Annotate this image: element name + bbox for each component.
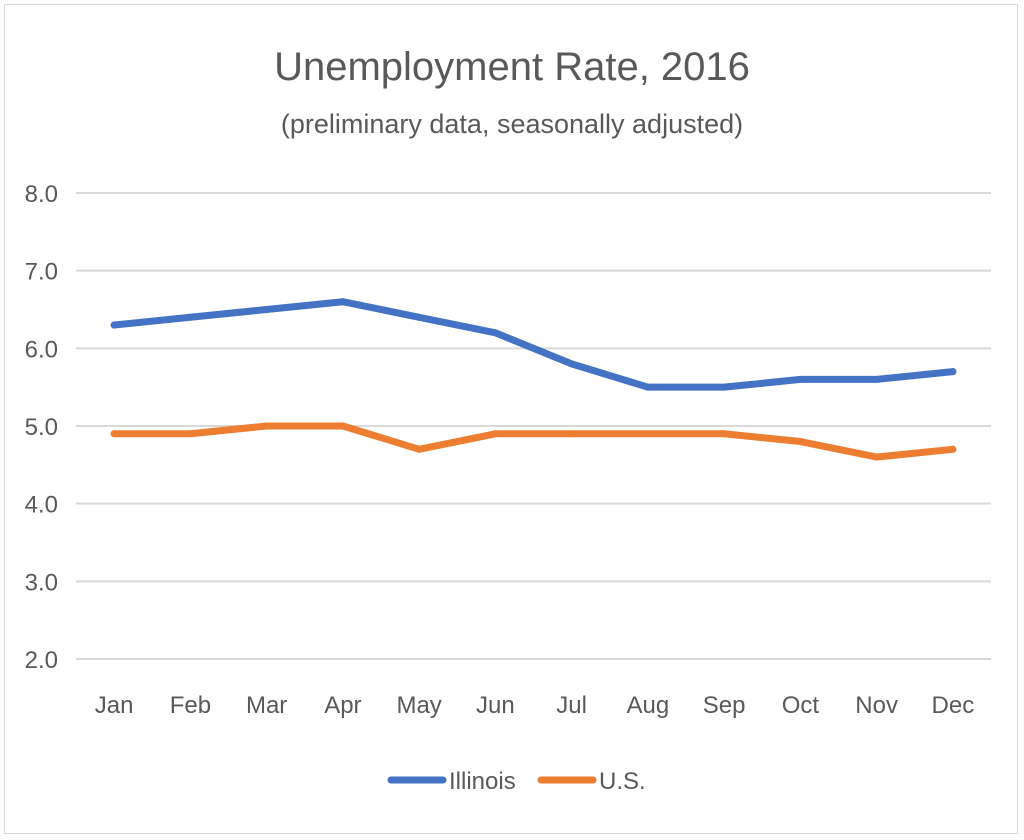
legend: Illinois U.S. xyxy=(387,768,646,795)
series-line-illinois xyxy=(110,298,957,391)
data-point xyxy=(339,298,347,306)
data-point xyxy=(491,430,499,438)
x-tick-label: Nov xyxy=(855,692,898,719)
y-tick-label: 6.0 xyxy=(25,336,58,363)
data-point xyxy=(720,383,728,391)
data-point xyxy=(110,321,118,329)
data-point xyxy=(796,438,804,446)
legend-label: Illinois xyxy=(449,768,516,795)
data-point xyxy=(263,306,271,313)
data-point xyxy=(186,313,194,321)
data-point xyxy=(796,375,804,383)
x-tick-label: Apr xyxy=(324,692,361,719)
data-point xyxy=(263,422,271,430)
data-point xyxy=(339,422,347,430)
x-axis-ticks: Jan Feb Mar Apr May Jun Jul Aug Sep Oct Nov Dec xyxy=(95,692,974,719)
chart-subtitle: (preliminary data, seasonally adjusted) xyxy=(281,109,743,139)
series-line-u-s xyxy=(110,422,957,461)
data-point xyxy=(949,368,957,376)
y-tick-label: 3.0 xyxy=(25,569,58,596)
data-point xyxy=(873,453,881,461)
y-tick-label: 4.0 xyxy=(25,492,58,519)
x-tick-label: Dec xyxy=(932,692,975,719)
x-tick-label: Mar xyxy=(246,692,287,719)
data-point xyxy=(720,430,728,438)
data-point xyxy=(491,329,499,337)
series-lines xyxy=(110,298,957,461)
x-tick-label: Jul xyxy=(556,692,587,719)
x-tick-label: Feb xyxy=(170,692,211,719)
chart-title: Unemployment Rate, 2016 xyxy=(274,45,750,89)
chart-frame xyxy=(4,4,1018,834)
y-axis-ticks: 2.0 3.0 4.0 5.0 6.0 7.0 8.0 xyxy=(25,181,58,674)
y-tick-label: 7.0 xyxy=(25,259,58,286)
x-tick-label: Sep xyxy=(703,692,746,719)
data-point xyxy=(415,313,423,321)
data-point xyxy=(186,430,194,438)
data-point xyxy=(644,430,652,438)
x-tick-label: Oct xyxy=(782,692,820,719)
data-point xyxy=(110,430,118,438)
legend-label: U.S. xyxy=(599,768,646,795)
data-point xyxy=(568,430,576,438)
data-point xyxy=(949,445,957,453)
data-point xyxy=(568,360,576,368)
y-tick-label: 8.0 xyxy=(25,181,58,208)
x-tick-label: Jun xyxy=(476,692,515,719)
x-tick-label: Jan xyxy=(95,692,134,719)
gridlines xyxy=(76,192,991,660)
x-tick-label: May xyxy=(396,692,441,719)
y-tick-label: 5.0 xyxy=(25,414,58,441)
y-tick-label: 2.0 xyxy=(25,647,58,674)
x-tick-label: Aug xyxy=(627,692,670,719)
data-point xyxy=(415,445,423,453)
data-point xyxy=(873,375,881,383)
data-point xyxy=(644,383,652,391)
